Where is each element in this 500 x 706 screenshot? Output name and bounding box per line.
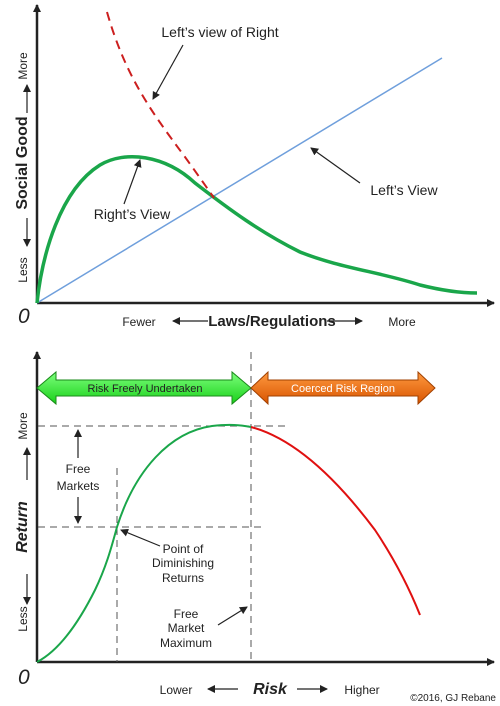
bottom-x-higher-label: Higher (344, 683, 379, 697)
return-curve-green (36, 423, 252, 663)
top-y-less-label: Less (16, 257, 30, 282)
bottom-x-lower-label: Lower (160, 683, 193, 697)
top-x-fewer-label: Fewer (122, 315, 155, 329)
free-market-maximum-pointer (217, 606, 248, 626)
lefts-view-of-right-curve (106, 11, 215, 199)
bottom-y-more-label: More (16, 412, 30, 440)
rights-view-label: Right’s View (94, 206, 171, 222)
rights-view-pointer (123, 159, 142, 205)
bottom-chart: Risk Freely Undertaken Coerced Risk Regi… (14, 351, 496, 704)
diminishing-returns-label-line2: Diminishing (152, 556, 214, 570)
bottom-y-less-label: Less (16, 606, 30, 631)
lefts-view-line (36, 57, 443, 304)
rights-view-curve (35, 154, 478, 304)
free-market-maximum-label-line2: Market (168, 621, 205, 635)
top-x-axis-title: Laws/Regulations (208, 313, 336, 330)
coerced-risk-region-arrow (250, 370, 436, 406)
copyright-notice: ©2016, GJ Rebane (410, 693, 496, 704)
return-curve-red (250, 426, 421, 616)
diminishing-returns-pointer (120, 528, 161, 547)
top-chart: 0 Social Good More Less Fewer Laws/Regul… (14, 4, 495, 330)
lefts-view-label: Left’s View (370, 182, 438, 198)
free-markets-label-line1: Free (66, 462, 91, 476)
lefts-view-of-right-label: Left’s view of Right (161, 24, 278, 40)
lefts-view-pointer (310, 147, 361, 184)
free-market-maximum-label-line3: Maximum (160, 636, 212, 650)
free-market-maximum-label-line1: Free (174, 607, 199, 621)
coerced-risk-region-label: Coerced Risk Region (291, 383, 395, 395)
bottom-x-axis-title: Risk (253, 681, 288, 698)
top-y-more-label: More (16, 52, 30, 80)
bottom-y-axis-title: Return (14, 501, 31, 553)
diminishing-returns-label-line3: Returns (162, 571, 204, 585)
free-markets-label-line2: Markets (57, 479, 100, 493)
top-x-more-label: More (388, 315, 416, 329)
top-origin-label: 0 (18, 305, 30, 328)
diminishing-returns-label-line1: Point of (163, 542, 204, 556)
bottom-origin-label: 0 (18, 666, 30, 689)
risk-freely-undertaken-label: Risk Freely Undertaken (88, 383, 203, 395)
top-y-axis-title: Social Good (14, 116, 31, 209)
lefts-view-of-right-pointer (152, 44, 184, 100)
